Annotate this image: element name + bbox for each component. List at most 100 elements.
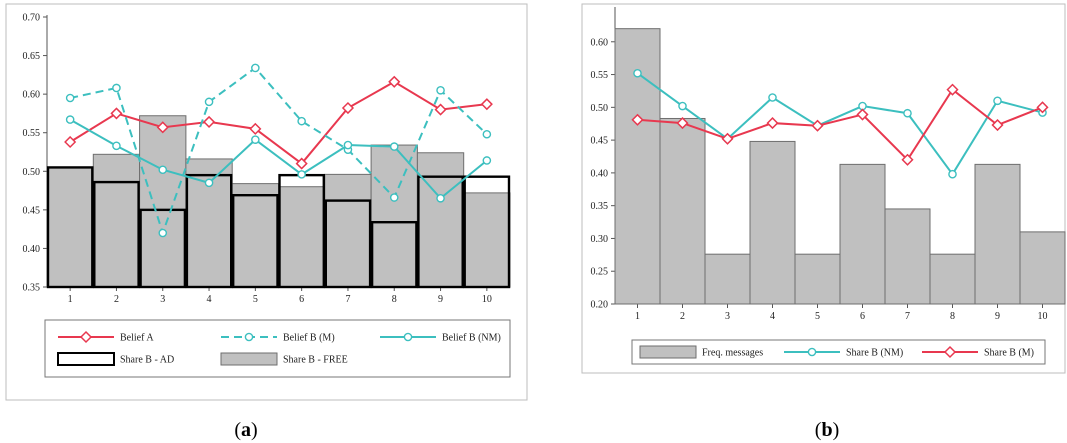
y-tick-label: 0.70 [23,13,41,24]
bar-freq-messages [839,163,886,305]
series-line-belief-b-nm [69,118,488,200]
y-tick-label: 0.55 [591,70,609,81]
y-tick-label: 0.45 [23,205,41,216]
point-belief-b-m [482,129,492,139]
x-tick-label: 2 [680,311,685,322]
bar-share-b-free [416,152,465,288]
y-tick-label: 0.50 [591,103,609,114]
point-share-b-nm [993,96,1002,106]
y-tick-label: 0.60 [23,90,41,101]
legend-label-share-b-m: Share B (M) [984,348,1034,359]
y-tick-label: 0.55 [23,128,41,139]
chart-panel-a: (a) 0.35 0.40 0.45 0.50 0.55 0.60 0.65 0.70 1 2 3 4… [5,3,528,441]
bar-freq-messages [884,208,931,305]
series-line-share-b-m [637,88,1043,162]
y-tick-label: 0.50 [23,167,41,178]
x-tick-label: 8 [950,311,955,322]
point-share-b-m [991,118,1004,132]
y-tick-label: 0.25 [591,267,609,278]
bar-share-b-free [92,153,141,288]
legend-label-belief-b-nm: Belief B (NM) [442,333,501,344]
legend-key-share-b-free [220,352,278,366]
point-share-b-nm [768,93,777,102]
bar-share-b-ad [370,220,418,289]
point-share-b-m [946,83,959,96]
point-belief-b-nm [343,140,353,150]
bar-share-b-ad [231,193,279,289]
point-belief-b-nm [251,135,260,144]
bar-share-b-ad [463,175,511,289]
legend-label-belief-b-m: Belief B (M) [283,333,335,344]
y-tick-label: 0.65 [23,51,41,62]
x-tick-label: 9 [438,294,443,305]
point-belief-b-m [436,85,445,95]
point-belief-a [480,98,493,111]
point-belief-b-m [112,83,121,93]
legend-label-share-b-ad: Share B - AD [120,355,174,366]
bar-share-b-free [46,166,94,288]
legend-marker-share-b-nm [807,347,817,357]
chart-panel-b: (b) 0.20 0.25 0.30 0.35 0.40 0.45 0.50 0.55 0.60… [581,3,1066,441]
point-share-b-m [631,113,644,126]
point-belief-b-nm [482,156,492,165]
bar-share-b-free [463,192,511,288]
x-tick-label: 2 [114,294,119,305]
x-tick-label: 5 [253,294,258,305]
bar-share-b-free [370,144,418,288]
legend-key-freq-messages [639,345,697,359]
point-share-b-m [811,119,824,132]
bar-share-b-ad [93,180,140,289]
bar-freq-messages [749,140,796,305]
point-share-b-m [766,117,779,130]
point-belief-b-nm [112,141,121,151]
bar-freq-messages [659,117,706,305]
bar-freq-messages [974,163,1021,305]
legend-label-belief-a: Belief A [120,333,154,344]
y-tick-label: 0.40 [591,168,609,179]
y-tick-label: 0.35 [23,283,41,294]
x-tick-label: 6 [299,294,304,305]
bar-share-b-ad [185,173,233,289]
point-belief-a [388,75,401,88]
point-share-b-nm [633,68,642,78]
bar-freq-messages [704,253,751,305]
panel-b-caption: (b) [815,419,839,441]
y-tick-label: 0.20 [591,300,609,311]
bar-freq-messages [794,253,841,305]
y-tick-label: 0.40 [23,244,41,255]
point-belief-a [341,101,355,115]
legend-key-share-b-ad [57,352,115,366]
bar-share-b-ad [46,166,94,289]
bar-share-b-ad [139,208,187,289]
series-line-share-b-nm [636,72,1043,176]
legend-marker-belief-a [79,330,93,344]
point-belief-b-nm [297,170,306,179]
panel-b-chart: 0.20 0.25 0.30 0.35 0.40 0.45 0.50 0.55 0.60 1 2 3 4… [581,3,1066,374]
point-belief-a [202,115,216,128]
legend-marker-belief-b-nm [403,332,413,342]
bar-freq-messages [1019,231,1066,305]
point-belief-b-m [158,228,168,238]
bar-share-b-free [139,115,187,288]
legend-box [44,319,511,378]
point-share-b-m [676,117,689,130]
x-tick-label: 1 [68,294,73,305]
x-tick-label: 9 [995,311,1000,322]
bar-share-b-free [324,173,372,288]
point-belief-b-m [251,63,260,73]
panel-a-caption: (a) [234,419,257,441]
x-tick-label: 5 [815,311,820,322]
chart-frame [581,3,1066,374]
legend-marker-belief-b-m [244,332,254,342]
x-tick-label: 10 [482,294,492,305]
y-tick-label: 0.30 [591,234,609,245]
x-tick-label: 6 [860,311,865,322]
point-share-b-nm [678,101,687,111]
bar-share-b-free [278,186,326,288]
point-belief-a [434,103,447,116]
legend: Belief A Belief B (M) Belief B (NM) Share B… [44,319,511,378]
legend-marker-share-b-m [943,345,957,359]
legend-label-share-b-nm: Share B (NM) [846,348,903,359]
y-tick-label: 0.35 [591,201,609,212]
point-share-b-nm [903,108,912,118]
